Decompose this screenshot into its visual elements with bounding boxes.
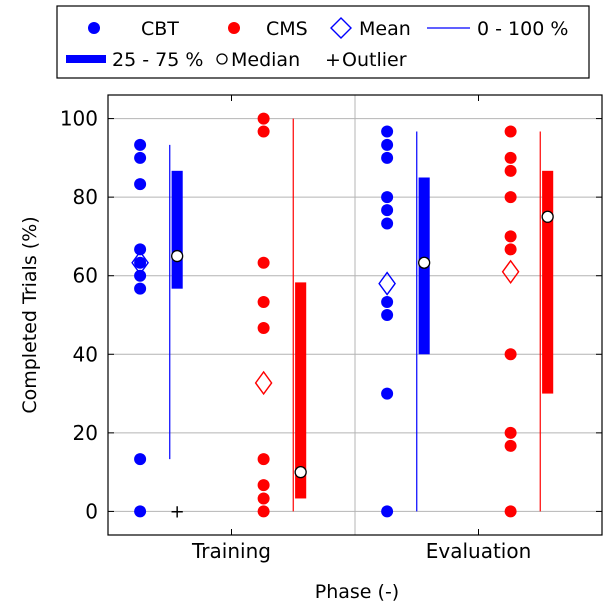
y-tick-label: 20 xyxy=(73,421,98,445)
data-point xyxy=(381,309,394,321)
legend: CBT CMS Mean 0 - 100 % 25 - 75 % Median … xyxy=(56,5,590,79)
mean-marker xyxy=(378,271,396,296)
mean-marker xyxy=(501,259,520,284)
data-point xyxy=(134,138,147,151)
iqr-box xyxy=(295,282,307,499)
data-point xyxy=(504,164,517,177)
data-point xyxy=(381,217,394,230)
plot-frame xyxy=(107,94,603,536)
x-axis-ticks: Training Evaluation xyxy=(191,95,531,563)
data-point xyxy=(134,282,147,295)
data-marks: + xyxy=(131,112,554,522)
median-marker xyxy=(418,256,431,269)
median-marker xyxy=(541,210,554,223)
legend-mean-label: Mean xyxy=(359,18,411,40)
legend-cbt-marker xyxy=(88,22,100,34)
y-tick-label: 100 xyxy=(60,107,98,131)
legend-cbt-label: CBT xyxy=(141,18,179,40)
data-point xyxy=(257,492,270,505)
data-point xyxy=(504,125,517,138)
mean-marker xyxy=(131,250,149,275)
data-point xyxy=(504,505,517,518)
data-point xyxy=(257,321,270,334)
data-point xyxy=(134,243,147,256)
y-tick-label: 0 xyxy=(85,499,98,523)
data-point xyxy=(504,151,517,164)
legend-iqr-label: 25 - 75 % xyxy=(112,49,203,71)
outlier-marker: + xyxy=(170,501,185,522)
x-tick-label: Evaluation xyxy=(426,539,532,563)
x-tick-label: Training xyxy=(191,539,271,563)
legend-median-label: Median xyxy=(231,49,300,71)
data-point xyxy=(504,348,517,361)
median-marker xyxy=(294,465,307,479)
data-point xyxy=(257,112,270,125)
plot-area: + 0 20 40 60 80 100 Training Evaluation xyxy=(60,94,603,563)
y-tick-label: 60 xyxy=(73,264,98,288)
data-point xyxy=(381,387,394,400)
data-point xyxy=(504,439,517,452)
data-point xyxy=(381,296,394,309)
legend-outlier-label: Outlier xyxy=(342,49,407,71)
y-axis-ticks: 0 20 40 60 80 100 xyxy=(60,107,602,523)
data-point xyxy=(134,453,147,466)
data-point xyxy=(257,505,270,518)
data-point xyxy=(134,178,147,191)
y-axis-label: Completed Trials (%) xyxy=(19,216,41,413)
data-point xyxy=(134,256,147,269)
y-tick-label: 80 xyxy=(73,185,98,209)
median-marker xyxy=(171,249,184,263)
legend-iqr-bar xyxy=(66,55,106,63)
data-point xyxy=(381,505,394,518)
legend-median-marker xyxy=(216,53,228,65)
data-point xyxy=(257,296,270,309)
iqr-box xyxy=(171,170,183,289)
legend-outlier-marker: + xyxy=(325,49,341,71)
data-point xyxy=(504,243,517,256)
data-point xyxy=(257,256,270,269)
iqr-box xyxy=(542,170,554,394)
legend-frame xyxy=(56,5,590,79)
legend-cms-label: CMS xyxy=(266,18,308,40)
data-point xyxy=(134,151,147,164)
y-tick-label: 40 xyxy=(73,342,98,366)
data-point xyxy=(257,453,270,466)
data-point xyxy=(381,151,394,164)
data-point xyxy=(381,204,394,217)
x-axis-label: Phase (-) xyxy=(315,581,399,603)
legend-mean-marker xyxy=(330,17,352,39)
data-point xyxy=(504,230,517,243)
data-point xyxy=(381,191,394,204)
data-point xyxy=(381,138,394,151)
legend-cms-marker xyxy=(228,22,240,34)
mean-marker xyxy=(254,370,273,396)
grid xyxy=(108,95,602,535)
data-point xyxy=(257,479,270,492)
data-point xyxy=(504,191,517,204)
legend-range-label: 0 - 100 % xyxy=(477,18,568,40)
data-point xyxy=(134,269,147,282)
data-point xyxy=(257,125,270,138)
data-point xyxy=(504,426,517,439)
data-point xyxy=(381,125,394,138)
data-point xyxy=(134,505,147,518)
